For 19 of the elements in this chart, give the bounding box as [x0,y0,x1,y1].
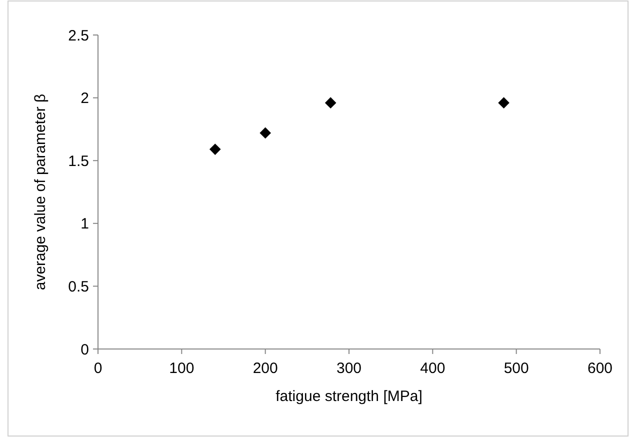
y-tick-label: 2 [80,90,89,108]
x-tick-label: 600 [587,360,613,377]
x-tick-label: 300 [336,360,362,377]
point [260,127,271,139]
y-tick-label: 1 [80,216,89,233]
x-tick-label: 100 [169,360,194,377]
x-tick-label: 400 [420,360,446,377]
y-tick-label: 1.5 [68,152,89,170]
y-axis-title: average value of parameter β [32,94,49,290]
y-tick-label: 0.5 [68,278,89,296]
x-tick-label: 500 [504,360,529,377]
x-tick-label: 200 [252,360,278,377]
point [209,144,221,155]
x-tick-label: 0 [94,360,102,377]
y-tick-label: 2.5 [68,27,89,44]
x-axis-title: fatigue strength [MPa] [276,388,422,405]
point [324,97,336,108]
y-tick-label: 0 [80,341,89,358]
point [498,97,510,108]
